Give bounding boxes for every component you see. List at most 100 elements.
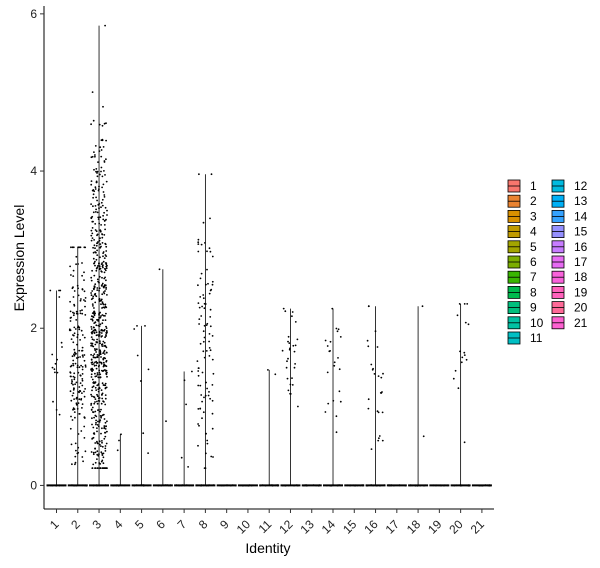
data-point <box>59 289 62 292</box>
data-point <box>100 284 103 287</box>
data-point-zero <box>115 484 118 487</box>
data-point <box>73 372 76 375</box>
data-point <box>81 288 84 290</box>
data-point <box>197 408 200 410</box>
x-tick-label: 16 <box>361 517 381 537</box>
data-point <box>104 387 107 390</box>
data-point <box>93 274 96 277</box>
data-point <box>100 315 102 317</box>
data-point <box>380 392 383 394</box>
data-point <box>104 303 107 306</box>
data-point <box>118 439 120 442</box>
data-point <box>102 252 104 255</box>
data-point <box>208 247 211 250</box>
data-point <box>74 461 77 464</box>
data-point <box>91 269 93 272</box>
data-point-zero <box>250 484 253 487</box>
data-point <box>74 455 77 458</box>
data-point <box>101 242 104 244</box>
data-point <box>338 368 341 371</box>
data-point <box>81 407 83 409</box>
data-point <box>92 220 94 223</box>
data-point <box>281 349 284 352</box>
data-point <box>98 325 101 327</box>
data-point <box>94 398 97 400</box>
data-point <box>98 364 100 367</box>
data-point <box>93 314 96 317</box>
data-point-zero <box>435 484 437 487</box>
data-point-zero <box>332 484 335 487</box>
data-point <box>99 361 101 364</box>
data-point <box>98 453 100 455</box>
data-point <box>96 170 99 173</box>
data-point-zero <box>349 484 351 487</box>
data-point <box>72 359 75 362</box>
data-point <box>94 386 97 389</box>
data-point <box>106 375 108 378</box>
data-point <box>102 413 105 416</box>
data-point <box>101 198 104 201</box>
data-point <box>106 371 108 374</box>
data-point <box>198 323 201 325</box>
legend-label: 10 <box>530 316 544 330</box>
data-point <box>99 216 102 219</box>
legend-item-15: 15 <box>551 225 588 239</box>
x-tick-label: 6 <box>153 517 168 532</box>
data-point <box>99 316 101 319</box>
data-point <box>336 330 339 333</box>
data-point <box>197 302 200 304</box>
data-point <box>95 230 98 233</box>
data-point <box>202 221 205 224</box>
data-point <box>91 342 94 345</box>
data-point <box>75 352 77 355</box>
data-point <box>69 375 72 378</box>
data-point-zero <box>121 484 123 487</box>
data-point <box>98 386 101 389</box>
data-point <box>95 419 97 422</box>
data-point <box>104 445 107 447</box>
data-point <box>293 350 296 353</box>
data-point <box>102 462 105 465</box>
data-point <box>100 408 102 411</box>
data-point-zero <box>244 484 247 487</box>
data-point <box>53 368 56 371</box>
data-point <box>208 292 211 295</box>
data-point <box>102 218 105 221</box>
data-point <box>326 371 329 374</box>
data-point <box>96 427 98 429</box>
data-point <box>197 243 200 246</box>
legend-item-16: 16 <box>551 240 588 254</box>
data-point <box>90 404 92 406</box>
data-point <box>206 442 209 445</box>
data-point <box>291 377 293 379</box>
data-point <box>98 314 100 316</box>
data-point-zero <box>247 484 250 487</box>
data-point <box>73 376 76 379</box>
data-point <box>94 145 97 147</box>
data-point <box>291 384 294 386</box>
data-point <box>267 369 269 371</box>
data-point-zero <box>444 484 446 487</box>
data-point <box>69 265 71 268</box>
data-point <box>73 398 75 400</box>
data-point <box>73 348 76 351</box>
data-point <box>463 303 466 305</box>
data-point <box>99 256 101 259</box>
data-point <box>288 342 291 344</box>
data-point <box>104 174 106 176</box>
data-point-zero <box>166 484 169 486</box>
data-point <box>102 260 105 263</box>
data-point <box>80 398 83 400</box>
data-point <box>81 274 83 277</box>
data-point <box>339 400 342 403</box>
data-point <box>285 366 288 369</box>
data-point-zero <box>117 484 120 487</box>
data-point <box>92 305 94 307</box>
data-point <box>378 437 380 440</box>
data-point <box>102 105 104 108</box>
data-point <box>83 390 85 393</box>
violin-group-18 <box>408 305 429 487</box>
data-point-zero <box>234 484 237 487</box>
data-point <box>51 353 54 356</box>
data-point <box>102 264 104 267</box>
